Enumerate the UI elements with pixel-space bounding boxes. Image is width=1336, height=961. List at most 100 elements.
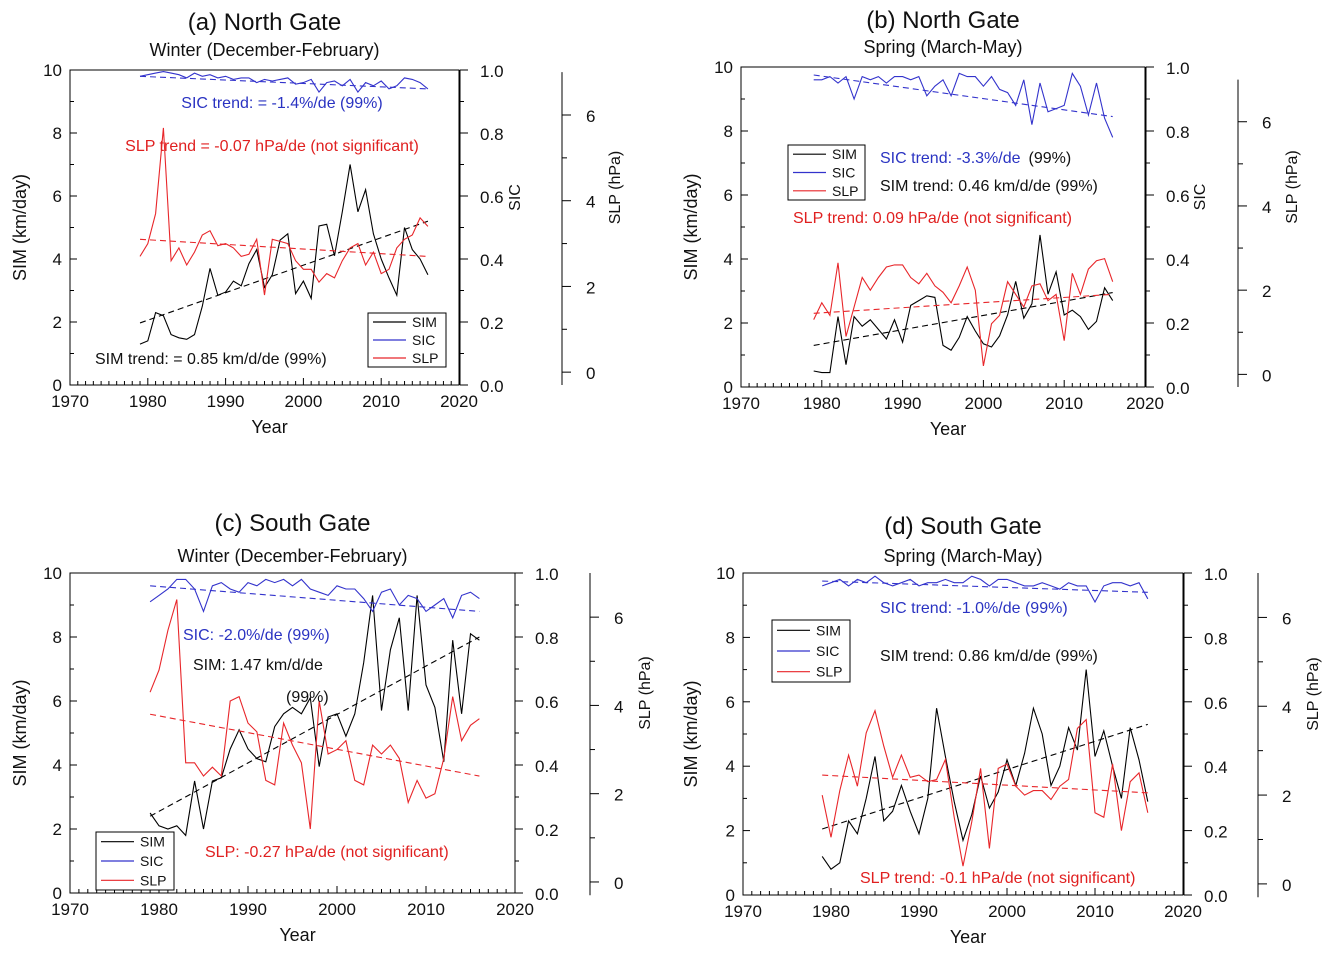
y-tick-label: 2 (53, 313, 62, 332)
y-tick-label: 8 (726, 628, 735, 647)
sic-trend-line (150, 585, 480, 612)
sim-trend-annotation: (99%) (286, 689, 329, 706)
sim-series-line (813, 234, 1114, 374)
x-tick-label: 1990 (229, 900, 267, 919)
panel-title: (b) North Gate (866, 7, 1019, 34)
slp-trend-line (822, 774, 1148, 794)
legend-label-slp: SLP (832, 183, 858, 199)
legend-label-sim: SIM (412, 314, 437, 330)
x-tick-label: 2010 (1045, 394, 1083, 413)
sic-series-line (139, 71, 429, 94)
sic-tick-label: 0.0 (480, 377, 504, 396)
legend-label-sim: SIM (140, 834, 165, 850)
sic-tick-label: 0.2 (1166, 315, 1190, 334)
y-tick-label: 10 (43, 564, 62, 583)
sic-trend-annotation: SIC trend: -1.0%/de (99%) (880, 600, 1068, 617)
slp-tick-label: 4 (1262, 198, 1271, 217)
slp-series-line (139, 127, 429, 296)
panel-title: (c) South Gate (214, 510, 370, 537)
x-tick-label: 2000 (988, 902, 1026, 921)
sic-tick-label: 0.2 (1204, 823, 1228, 842)
slp-trend-annotation: SLP trend: -0.1 hPa/de (not significant) (860, 870, 1135, 887)
slp-tick-label: 0 (1282, 876, 1291, 895)
y-tick-label: 4 (726, 757, 735, 776)
y-tick-label: 8 (724, 122, 733, 141)
legend-label-sic: SIC (832, 165, 855, 181)
sim-trend-line (822, 723, 1148, 830)
panel-subtitle: Spring (March-May) (883, 546, 1042, 566)
sic-trend-annotation: SIC trend: = -1.4%/de (99%) (181, 95, 382, 112)
sim-trend-annotation: SIM: 1.47 km/d/de (193, 657, 323, 674)
panel-title: (a) North Gate (188, 9, 341, 36)
sic-tick-label: 0.6 (1204, 694, 1228, 713)
slp-tick-label: 2 (1262, 282, 1271, 301)
sic-trend-line (822, 580, 1148, 593)
legend-label-sic: SIC (140, 853, 163, 869)
panel-b: (b) North Gate Spring (March-May) 1970 1980… (681, 7, 1301, 439)
panel-c: (c) South Gate Winter (December-February)… (10, 510, 654, 945)
sic-tick-label: 0.6 (1166, 187, 1190, 206)
slp-tick-label: 0 (586, 364, 595, 383)
sic-tick-label: 0.8 (535, 629, 559, 648)
x-tick-label: 2000 (964, 394, 1002, 413)
y-tick-label: 6 (726, 693, 735, 712)
sic-tick-label: 0.8 (480, 125, 504, 144)
y-tick-label: 10 (716, 564, 735, 583)
sim-trend-annotation: SIM trend: 0.86 km/d/de (99%) (880, 648, 1098, 665)
slp-tick-label: 6 (1262, 114, 1271, 133)
sic-tick-label: 1.0 (1166, 59, 1190, 78)
sic-tick-label: 0.4 (1166, 251, 1190, 270)
sic-trend-annotation: SIC trend: -3.3%/de (99%) (880, 150, 1071, 167)
slp-tick-label: 6 (586, 107, 595, 126)
y-tick-label: 10 (43, 61, 62, 80)
sic-axis-label: SIC (507, 184, 524, 211)
sic-trend-line (139, 75, 428, 90)
slp-tick-label: 4 (1282, 698, 1291, 717)
slp-tick-label: 2 (1282, 787, 1291, 806)
sim-series-line (139, 164, 429, 345)
y-tick-label: 2 (726, 822, 735, 841)
y-tick-label: 10 (714, 58, 733, 77)
slp-series-line (149, 599, 480, 830)
sic-tick-label: 0.4 (535, 757, 559, 776)
y-tick-label: 0 (724, 378, 733, 397)
x-tick-label: 2020 (496, 900, 534, 919)
slp-tick-label: 4 (614, 697, 623, 716)
legend-label-sim: SIM (816, 622, 841, 638)
y-tick-label: 0 (53, 376, 62, 395)
y-tick-label: 0 (726, 886, 735, 905)
x-tick-label: 2010 (362, 392, 400, 411)
y-tick-label: 4 (53, 250, 62, 269)
x-tick-label: 1970 (51, 392, 89, 411)
x-tick-label: 1970 (724, 902, 762, 921)
x-tick-label: 1990 (884, 394, 922, 413)
y-axis-label: SIM (km/day) (10, 174, 30, 281)
x-tick-label: 1980 (812, 902, 850, 921)
legend-label-slp: SLP (140, 872, 166, 888)
plot-frame (740, 66, 1146, 388)
y-tick-label: 2 (53, 820, 62, 839)
x-tick-label: 2000 (284, 392, 322, 411)
sic-series-line (822, 575, 1149, 604)
sim-trend-line (149, 636, 480, 817)
annotation-significance: (99%) (1029, 150, 1072, 167)
sim-series-line (821, 669, 1149, 870)
slp-trend-line (139, 238, 428, 257)
slp-tick-label: 2 (614, 786, 623, 805)
panel-title: (d) South Gate (884, 513, 1041, 540)
sic-tick-label: 1.0 (1204, 565, 1228, 584)
slp-trend-line (149, 713, 480, 777)
x-tick-label: 1990 (900, 902, 938, 921)
x-axis-label: Year (279, 925, 315, 945)
slp-series-line (813, 257, 1114, 367)
y-axis-label: SIM (km/day) (681, 680, 701, 787)
sic-tick-label: 0.4 (1204, 758, 1228, 777)
slp-trend-annotation: SLP: -0.27 hPa/de (not significant) (205, 844, 449, 861)
y-tick-label: 0 (53, 884, 62, 903)
y-tick-label: 2 (724, 314, 733, 333)
sic-series-line (149, 578, 480, 620)
legend-label-sic: SIC (816, 643, 839, 659)
sic-trend-line (813, 74, 1113, 118)
